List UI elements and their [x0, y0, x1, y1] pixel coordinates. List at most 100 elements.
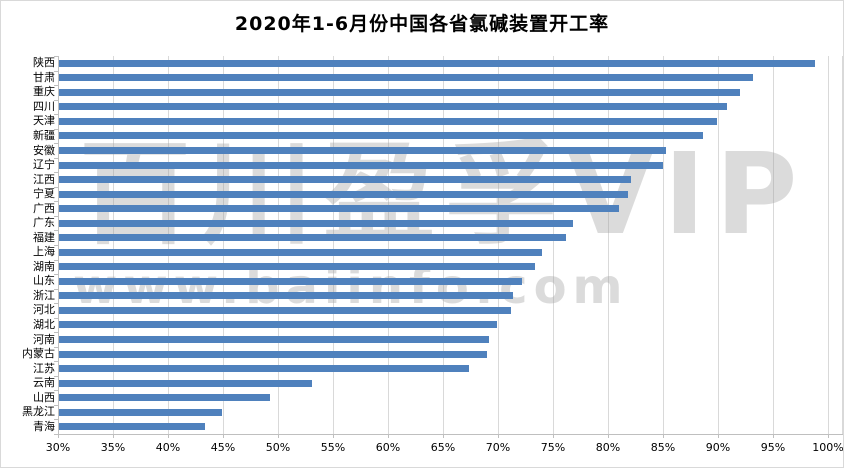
category-label: 江西 [33, 172, 55, 186]
gridline [608, 56, 609, 434]
y-axis-tick [54, 332, 58, 334]
category-label: 内蒙古 [22, 347, 55, 361]
y-axis-tick [54, 245, 58, 246]
y-axis-tick [54, 303, 58, 305]
x-axis-tick-label: 65% [430, 441, 456, 454]
category-label: 云南 [33, 376, 55, 390]
bar [58, 423, 206, 431]
category-label: 新疆 [33, 128, 55, 142]
category-label: 河北 [33, 303, 55, 317]
bar [58, 117, 717, 125]
category-label: 宁夏 [33, 187, 55, 201]
x-axis-tick [58, 434, 59, 438]
gridline [443, 56, 444, 434]
bar [58, 277, 523, 285]
y-axis-tick [54, 361, 58, 363]
category-label: 天津 [33, 114, 55, 128]
x-axis-tick-label: 55% [320, 441, 346, 454]
gridline [388, 56, 389, 434]
y-axis-tick [54, 375, 58, 377]
y-axis-tick [54, 143, 58, 145]
x-axis-tick-label: 70% [485, 441, 511, 454]
x-axis-tick [168, 434, 169, 438]
gridline [278, 56, 279, 434]
bar [58, 248, 542, 256]
gridline [223, 56, 224, 434]
plot-right-border [842, 56, 843, 434]
x-axis-line [58, 434, 843, 435]
y-axis-tick [54, 172, 58, 174]
bar [58, 190, 628, 198]
x-axis-tick [773, 434, 774, 438]
y-axis-tick [54, 186, 58, 188]
gridline [553, 56, 554, 434]
y-axis-line [58, 56, 59, 434]
bar [58, 234, 567, 242]
y-axis-tick [54, 317, 58, 319]
bar [58, 365, 470, 373]
gridline [828, 56, 829, 434]
y-axis-tick [54, 346, 58, 348]
category-label: 青海 [33, 419, 55, 433]
y-axis-tick [54, 419, 58, 421]
gridline [113, 56, 114, 434]
x-axis-tick [278, 434, 279, 438]
bar [58, 219, 573, 227]
x-axis-tick-label: 35% [100, 441, 126, 454]
gridline [333, 56, 334, 434]
bar [58, 205, 619, 213]
gridline [773, 56, 774, 434]
x-axis-tick-label: 75% [540, 441, 566, 454]
gridline [498, 56, 499, 434]
bar [58, 350, 487, 358]
y-axis-tick [54, 390, 58, 392]
x-axis-tick [553, 434, 554, 438]
bar [58, 103, 727, 111]
x-axis-tick [608, 434, 609, 438]
y-axis-tick [54, 85, 58, 87]
gridline [718, 56, 719, 434]
x-axis-tick-label: 85% [650, 441, 676, 454]
bar [58, 161, 663, 169]
y-axis-tick [54, 99, 58, 101]
y-axis-tick [54, 128, 58, 130]
x-axis-tick-label: 50% [265, 441, 291, 454]
bar [58, 147, 667, 154]
category-label: 江苏 [33, 361, 55, 375]
bar [58, 321, 497, 329]
category-label: 福建 [33, 230, 55, 244]
x-axis-tick [223, 434, 224, 438]
x-axis-tick [333, 434, 334, 438]
category-label: 湖北 [33, 317, 55, 331]
x-axis-tick [718, 434, 719, 438]
x-axis-tick-label: 100% [812, 441, 844, 454]
y-axis-tick [54, 259, 58, 261]
category-label: 重庆 [33, 85, 55, 99]
category-label: 黑龙江 [22, 405, 55, 419]
y-axis-tick [54, 230, 58, 232]
x-axis-tick-label: 40% [155, 441, 181, 454]
category-label: 山东 [33, 274, 55, 288]
y-axis-tick [54, 201, 58, 203]
category-label: 山西 [33, 390, 55, 404]
x-axis-tick [663, 434, 664, 438]
category-label: 四川 [33, 99, 55, 113]
bar [58, 88, 740, 96]
category-label: 广东 [33, 216, 55, 230]
x-axis-tick-label: 45% [210, 441, 236, 454]
bar [58, 306, 512, 314]
bar [58, 336, 490, 343]
y-axis-tick [54, 274, 58, 276]
x-axis-tick-label: 90% [705, 441, 731, 454]
category-label: 陕西 [33, 56, 55, 70]
y-axis-tick [54, 56, 58, 57]
chart-title: 2020年1-6月份中国各省氯碱装置开工率 [234, 13, 610, 35]
bar [58, 176, 632, 184]
x-axis-tick-label: 30% [45, 441, 71, 454]
bar [58, 394, 271, 402]
x-axis-tick-label: 95% [760, 441, 786, 454]
bar [58, 408, 222, 416]
y-axis-tick [54, 404, 58, 406]
